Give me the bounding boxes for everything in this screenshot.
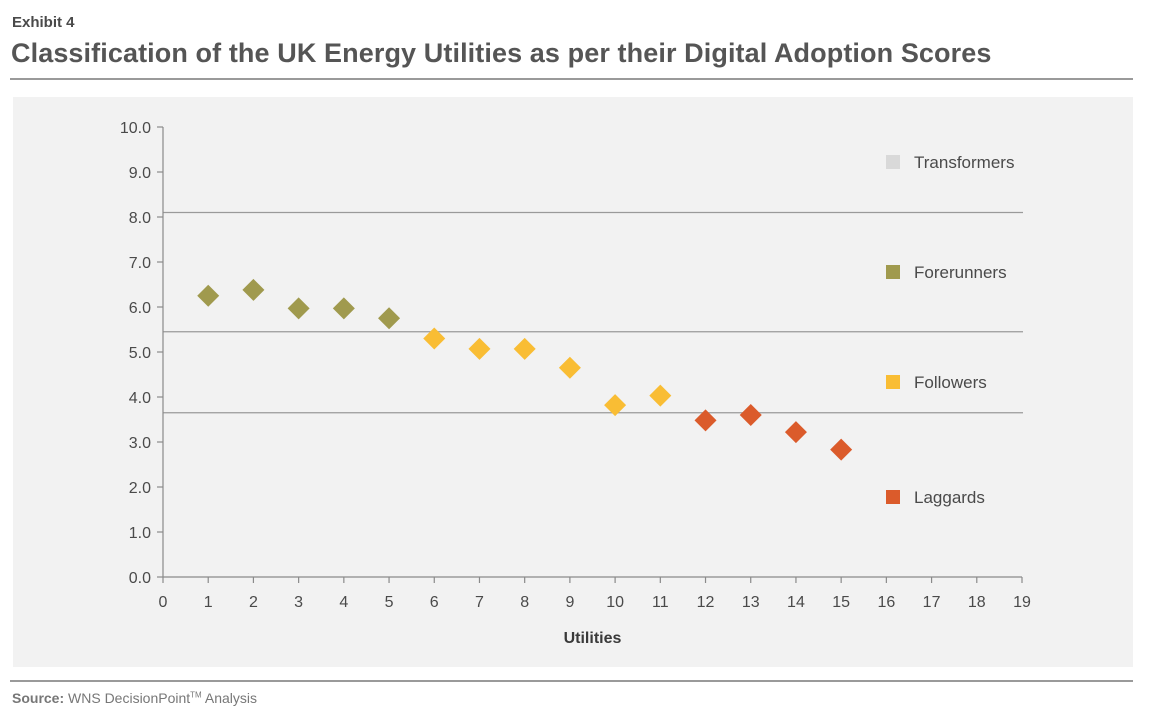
y-tick-label: 4.0 <box>129 390 151 407</box>
source-divider <box>10 680 1133 682</box>
x-tick-label: 13 <box>742 594 760 611</box>
source-text: WNS DecisionPoint <box>68 690 191 706</box>
y-tick-label: 2.0 <box>129 480 151 497</box>
data-point-forerunners <box>287 297 310 320</box>
x-tick-label: 15 <box>832 594 850 611</box>
x-tick-label: 14 <box>787 594 805 611</box>
x-tick-label: 10 <box>606 594 624 611</box>
legend-label-transformers: Transformers <box>914 153 1014 172</box>
source-trademark: TM <box>190 690 202 700</box>
exhibit-label: Exhibit 4 <box>12 14 75 31</box>
y-tick-label: 0.0 <box>129 570 151 587</box>
data-point-forerunners <box>242 278 265 301</box>
source-note: Source: WNS DecisionPointTM Analysis <box>12 690 257 706</box>
x-tick-label: 9 <box>565 594 574 611</box>
y-tick-label: 10.0 <box>120 120 151 137</box>
data-point-laggards <box>784 421 807 444</box>
data-point-followers <box>513 337 536 360</box>
data-point-followers <box>423 327 446 350</box>
y-tick-label: 7.0 <box>129 255 151 272</box>
x-tick-label: 4 <box>339 594 348 611</box>
source-suffix: Analysis <box>201 690 257 706</box>
page-title: Classification of the UK Energy Utilitie… <box>11 38 992 68</box>
data-point-forerunners <box>332 297 355 320</box>
title-divider <box>10 78 1133 80</box>
x-tick-label: 18 <box>968 594 986 611</box>
x-tick-label: 1 <box>204 594 213 611</box>
data-point-forerunners <box>378 307 401 330</box>
x-tick-label: 7 <box>475 594 484 611</box>
scatter-chart: 0.01.02.03.04.05.06.07.08.09.010.00 1 2 3 4 5… <box>120 120 1031 647</box>
x-tick-label: 3 <box>294 594 303 611</box>
data-point-followers <box>604 394 627 417</box>
data-point-laggards <box>830 438 853 461</box>
x-tick-label: 11 <box>652 594 669 611</box>
x-tick-label: 0 <box>159 594 168 611</box>
data-point-forerunners <box>197 284 220 307</box>
x-tick-label: 8 <box>520 594 529 611</box>
legend-swatch-forerunners <box>886 265 900 279</box>
y-tick-label: 9.0 <box>129 165 151 182</box>
x-tick-label: 6 <box>430 594 439 611</box>
data-point-followers <box>558 356 581 379</box>
x-tick-label: 2 <box>249 594 258 611</box>
y-tick-label: 1.0 <box>129 525 151 542</box>
data-point-followers <box>649 384 672 407</box>
x-tick-label: 5 <box>385 594 394 611</box>
x-axis-label: Utilities <box>564 630 622 647</box>
legend-swatch-laggards <box>886 490 900 504</box>
legend-label-followers: Followers <box>914 373 987 392</box>
legend-swatch-followers <box>886 375 900 389</box>
y-tick-label: 3.0 <box>129 435 151 452</box>
data-point-laggards <box>694 409 717 432</box>
source-label: Source: <box>12 690 65 706</box>
chart-panel: 0.0 1.0 2.0 3.0 4.0 5.0 6.0 7.0 8.0 9.0 10.0 0 1 2 3 4 5… <box>13 97 1133 667</box>
y-tick-label: 5.0 <box>129 345 151 362</box>
legend-swatch-transformers <box>886 155 900 169</box>
legend-label-forerunners: Forerunners <box>914 263 1007 282</box>
x-tick-label: 12 <box>697 594 715 611</box>
x-tick-label: 19 <box>1013 594 1031 611</box>
data-point-followers <box>468 337 491 360</box>
data-point-laggards <box>739 404 762 426</box>
x-tick-label: 17 <box>923 594 941 611</box>
y-tick-label: 8.0 <box>129 210 151 227</box>
y-tick-label: 6.0 <box>129 300 151 317</box>
x-tick-label: 16 <box>877 594 895 611</box>
legend-label-laggards: Laggards <box>914 488 985 507</box>
